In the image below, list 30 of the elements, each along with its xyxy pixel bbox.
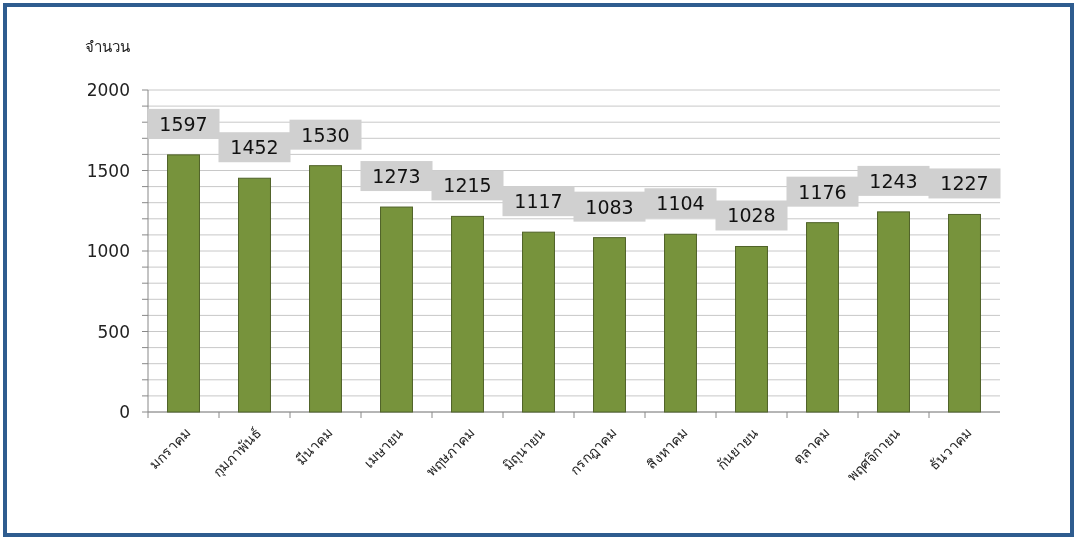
bar (806, 222, 839, 413)
data-label: 1273 (372, 165, 421, 188)
bar (451, 215, 484, 413)
data-label: 1083 (585, 195, 634, 218)
data-label: 1597 (159, 112, 208, 135)
y-tick-label: 0 (119, 402, 130, 422)
bar (380, 206, 413, 413)
data-label: 1028 (727, 204, 776, 227)
bar (735, 245, 768, 413)
bar (309, 165, 342, 413)
data-label: 1530 (301, 123, 350, 146)
bar (664, 233, 697, 413)
bar (167, 154, 200, 413)
data-label: 1452 (230, 136, 279, 159)
data-label: 1227 (940, 172, 989, 195)
bar (877, 211, 910, 413)
y-tick-label: 500 (97, 321, 130, 342)
bar (522, 231, 555, 413)
bar (593, 237, 626, 413)
y-tick-label: 1500 (86, 160, 130, 181)
data-label: 1215 (443, 174, 492, 197)
data-label: 1117 (514, 190, 563, 213)
y-tick-label: 1000 (86, 241, 130, 261)
data-label: 1176 (798, 180, 847, 203)
y-axis-title: จำนวน (85, 38, 130, 56)
data-label: 1243 (869, 169, 918, 192)
data-label: 1104 (656, 192, 705, 215)
bar (948, 213, 981, 413)
y-tick-label: 2000 (86, 80, 130, 100)
bar (238, 177, 271, 413)
